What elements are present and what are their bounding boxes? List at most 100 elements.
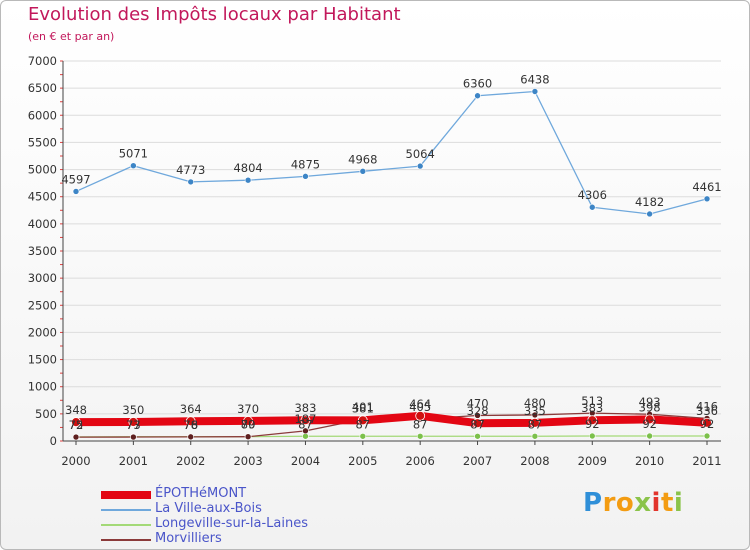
- data-point: [703, 432, 711, 440]
- y-tick-label: 2500: [28, 298, 57, 312]
- data-label: 73: [126, 418, 141, 432]
- data-label: 381: [352, 401, 374, 415]
- series-line-0: [72, 411, 711, 428]
- data-label: 4182: [635, 195, 664, 209]
- y-tick-label: 2000: [28, 325, 57, 339]
- data-point: [472, 418, 483, 429]
- data-point: [702, 417, 712, 428]
- data-point: [416, 162, 424, 170]
- data-label: 364: [180, 402, 202, 416]
- logo-letter: i: [673, 488, 684, 518]
- data-point: [474, 432, 481, 440]
- data-label: 405: [409, 400, 431, 414]
- data-label: 92: [585, 417, 600, 431]
- data-point: [646, 210, 653, 218]
- legend-item-la-ville-aux-bois: La Ville-aux-Bois: [101, 501, 401, 517]
- logo-letter: t: [660, 488, 674, 518]
- data-label: 4597: [61, 172, 90, 186]
- data-label: 383: [581, 401, 603, 415]
- data-point: [530, 417, 540, 428]
- data-label: 4968: [348, 152, 377, 166]
- data-label: 5064: [406, 147, 435, 161]
- y-tick-label: 1000: [28, 380, 57, 394]
- data-point: [243, 416, 253, 426]
- data-label: 493: [639, 395, 661, 409]
- chart-legend: ÉPOTHéMONT La Ville-aux-Bois Longeville-…: [101, 486, 401, 547]
- legend-label: Longeville-sur-la-Laines: [155, 516, 308, 531]
- x-tick-label: 2011: [692, 454, 721, 468]
- data-point: [128, 417, 139, 427]
- data-label: 187: [294, 412, 316, 426]
- data-label: 398: [639, 400, 661, 414]
- data-label: 76: [183, 418, 198, 432]
- data-label: 480: [524, 396, 546, 410]
- x-tick-label: 2009: [578, 454, 607, 468]
- data-label: 4773: [176, 163, 205, 177]
- legend-label: Morvilliers: [155, 531, 222, 546]
- legend-swatch: [101, 509, 151, 511]
- series-line-1: [75, 90, 708, 215]
- x-tick-label: 2010: [635, 454, 664, 468]
- data-label: 416: [696, 399, 718, 413]
- data-point: [300, 415, 311, 426]
- data-label: 470: [467, 396, 489, 410]
- data-label: 87: [470, 417, 485, 431]
- data-label: 75: [69, 418, 84, 432]
- chart-title: Evolution des Impôts locaux par Habitant: [28, 4, 401, 25]
- y-tick-label: 6500: [28, 81, 57, 95]
- data-label: 92: [700, 417, 715, 431]
- series-points: [71, 88, 712, 441]
- data-label: 335: [524, 404, 546, 418]
- data-point: [302, 432, 309, 440]
- x-tick-label: 2008: [520, 454, 549, 468]
- y-tick-label: 7000: [28, 54, 57, 68]
- data-point: [187, 433, 195, 441]
- data-point: [531, 88, 539, 95]
- y-gridlines: [63, 60, 721, 442]
- data-point: [302, 427, 309, 435]
- data-label: 4875: [291, 157, 320, 171]
- legend-swatch: [101, 491, 151, 499]
- series-lines: [72, 90, 711, 438]
- y-tick-label: 3500: [28, 244, 57, 258]
- data-point: [71, 417, 81, 428]
- data-point: [357, 415, 368, 426]
- x-tick-label: 2005: [348, 454, 377, 468]
- data-label: 513: [581, 394, 603, 408]
- data-label: 348: [65, 403, 87, 417]
- x-tick-label: 2004: [291, 454, 320, 468]
- data-point: [531, 432, 539, 440]
- y-tick-label: 0: [50, 434, 57, 448]
- data-label: 4804: [233, 161, 262, 175]
- data-point: [588, 432, 596, 440]
- data-point: [646, 432, 653, 440]
- data-label: 87: [355, 417, 370, 431]
- data-point: [359, 168, 367, 175]
- legend-item-morvilliers: Morvilliers: [101, 531, 401, 547]
- tick-labels: 0 500 1000 1500 2000 2500 3000 3500 4000 4500 5000…: [28, 54, 722, 468]
- data-point: [588, 203, 596, 211]
- data-label: 87: [298, 417, 313, 431]
- x-tick-label: 2000: [61, 454, 90, 468]
- x-tick-label: 2001: [119, 454, 148, 468]
- chart-subtitle: (en € et par an): [28, 30, 115, 43]
- y-tick-label: 4500: [28, 190, 57, 204]
- data-point: [644, 414, 655, 425]
- data-point: [130, 433, 137, 441]
- y-tick-label: 5000: [28, 163, 57, 177]
- legend-swatch: [101, 524, 151, 526]
- legend-label: ÉPOTHéMONT: [155, 486, 247, 501]
- legend-swatch: [101, 539, 151, 541]
- data-point: [416, 432, 424, 440]
- x-tick-label: 2007: [463, 454, 492, 468]
- axes: [60, 60, 721, 445]
- data-point: [474, 92, 481, 100]
- data-label: 383: [294, 401, 316, 415]
- data-label: 78: [183, 418, 198, 432]
- x-tick-label: 2006: [406, 454, 435, 468]
- value-labels: 4597 5071 4773 4804 4875 4968 5064 6360 6438 4306…: [61, 73, 721, 433]
- data-label: 77: [126, 418, 141, 432]
- y-tick-label: 6000: [28, 108, 57, 122]
